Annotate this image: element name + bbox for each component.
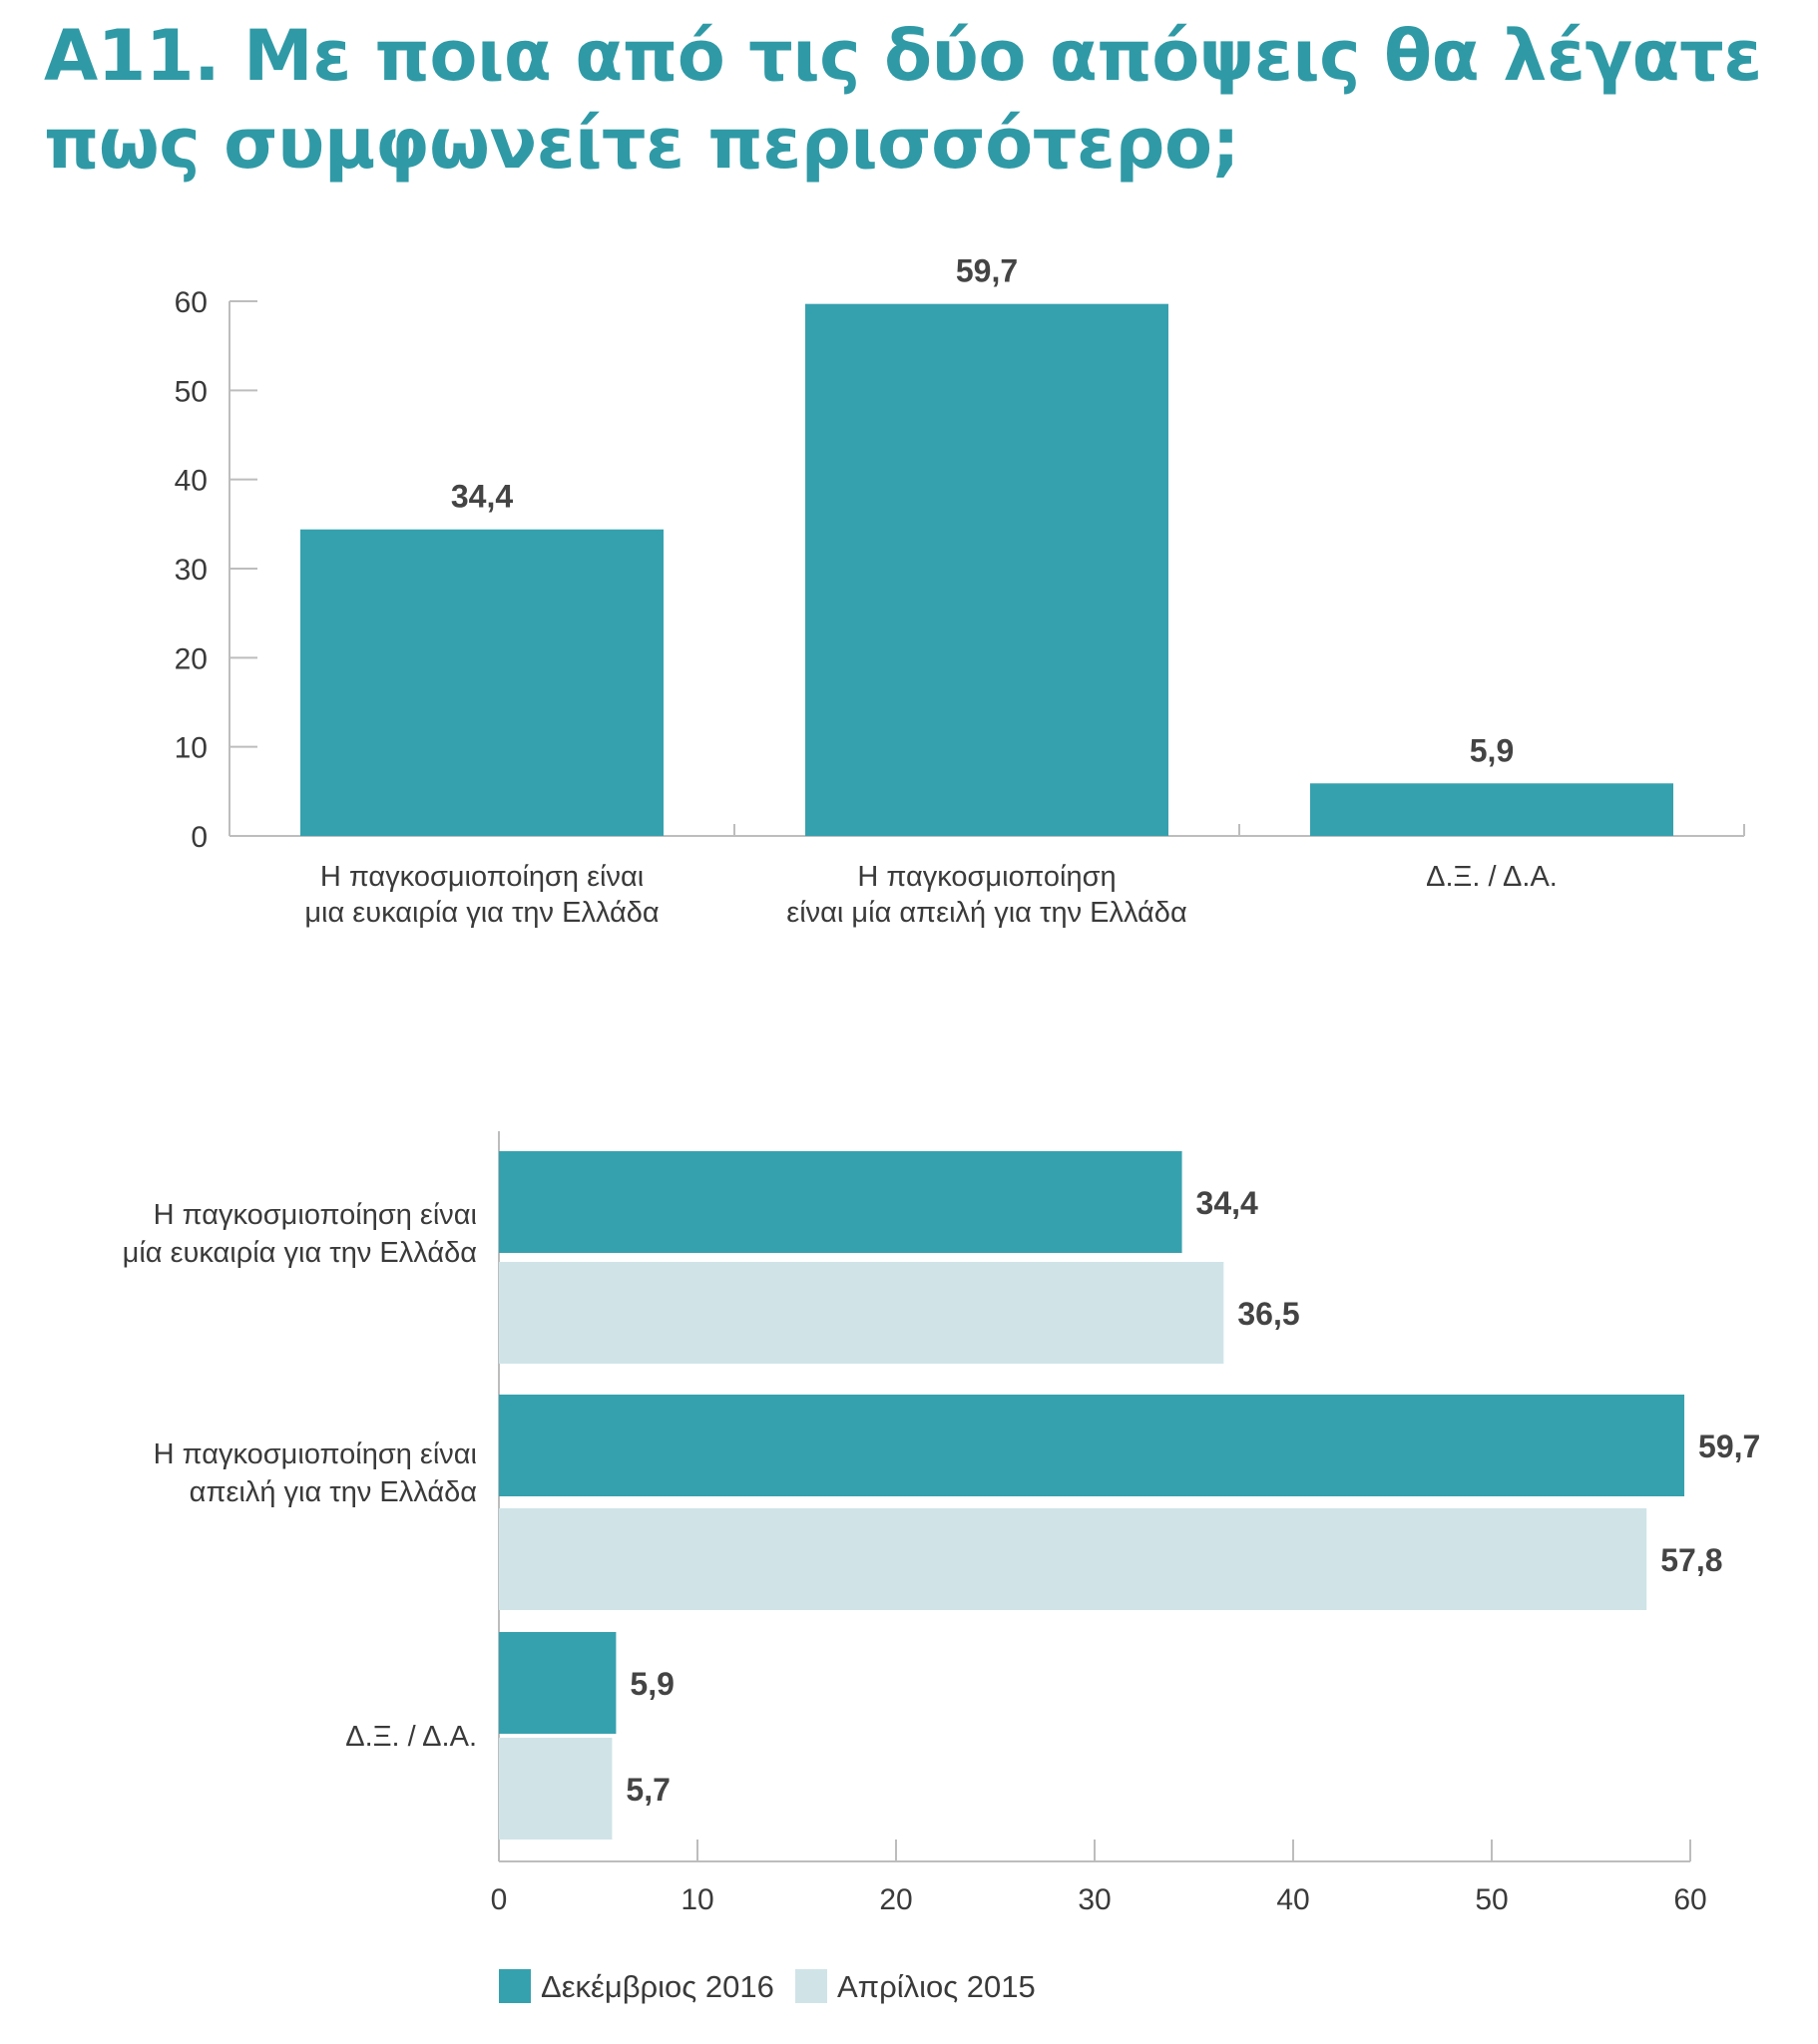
vertical-bar-chart: 0 10 20 30 40 50 60 34,4 Η παγκοσμιοποίηση είναι… xyxy=(175,253,1745,929)
y-tick-label: 30 xyxy=(175,554,208,587)
data-label: 5,9 xyxy=(1470,732,1514,768)
y-category-label: Δ.Ξ. / Δ.Α. xyxy=(345,1721,477,1753)
legend-label: Απρίλιος 2015 xyxy=(837,1969,1036,2004)
bar xyxy=(499,1738,613,1840)
x-tick-label: 0 xyxy=(491,1883,508,1916)
title-line-2: πως συμφωνείτε περισσότερο; xyxy=(44,103,1240,185)
legend-swatch xyxy=(499,1969,531,2003)
x-tick-label: 60 xyxy=(1673,1883,1706,1916)
x-tick-label: 20 xyxy=(879,1883,912,1916)
data-label: 34,4 xyxy=(1196,1185,1258,1221)
y-tick-label: 60 xyxy=(175,286,208,319)
page-title: Α11. Με ποια από τις δύο απόψεις θα λέγα… xyxy=(44,12,1780,188)
data-label: 36,5 xyxy=(1237,1296,1299,1332)
y-category-label: απειλή για την Ελλάδα xyxy=(190,1476,477,1508)
bar xyxy=(499,1262,1224,1364)
data-label: 5,9 xyxy=(630,1666,674,1702)
x-tick-label: 10 xyxy=(681,1883,713,1916)
bar xyxy=(1310,783,1673,836)
x-category-label: Δ.Ξ. / Δ.Α. xyxy=(1426,861,1558,893)
y-tick-label: 50 xyxy=(175,375,208,408)
horizontal-bar-chart: 0 10 20 30 40 50 60 34,4 36,5 Η παγκοσμιοποίηση ε… xyxy=(123,1131,1760,2004)
x-tick-label: 40 xyxy=(1276,1883,1309,1916)
x-category-label: είναι μία απειλή για την Ελλάδα xyxy=(786,897,1186,929)
bar xyxy=(499,1508,1647,1610)
data-label: 34,4 xyxy=(451,479,513,515)
x-category-label: Η παγκοσμιοποίηση xyxy=(857,861,1116,893)
data-label: 59,7 xyxy=(956,253,1018,289)
bar xyxy=(499,1151,1182,1253)
data-label: 59,7 xyxy=(1698,1429,1760,1464)
y-tick-label: 20 xyxy=(175,642,208,675)
y-tick-label: 40 xyxy=(175,465,208,498)
bar xyxy=(805,303,1168,836)
bar xyxy=(499,1632,617,1734)
title-line-1: Α11. Με ποια από τις δύο απόψεις θα λέγα… xyxy=(44,15,1762,97)
y-tick-label: 0 xyxy=(191,821,208,854)
x-category-label: μια ευκαιρία για την Ελλάδα xyxy=(304,897,659,929)
y-tick-label: 10 xyxy=(175,732,208,765)
x-category-label: Η παγκοσμιοποίηση είναι xyxy=(320,861,644,893)
bar xyxy=(499,1395,1685,1496)
x-tick-label: 30 xyxy=(1078,1883,1111,1916)
y-category-label: Η παγκοσμιοποίηση είναι xyxy=(154,1438,477,1470)
legend-label: Δεκέμβριος 2016 xyxy=(541,1969,774,2004)
x-tick-label: 50 xyxy=(1475,1883,1508,1916)
legend-swatch xyxy=(795,1969,827,2003)
bar xyxy=(300,529,664,836)
data-label: 57,8 xyxy=(1660,1542,1722,1578)
y-category-label: Η παγκοσμιοποίηση είναι xyxy=(154,1199,477,1231)
y-category-label: μία ευκαιρία για την Ελλάδα xyxy=(123,1237,477,1269)
data-label: 5,7 xyxy=(626,1772,670,1808)
